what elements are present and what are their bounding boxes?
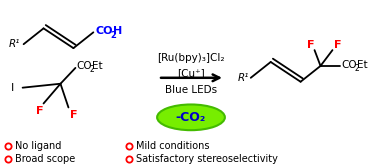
- Text: [Ru(bpy)₃]Cl₂: [Ru(bpy)₃]Cl₂: [157, 53, 225, 63]
- Text: Et: Et: [357, 60, 368, 70]
- Text: CO: CO: [95, 26, 113, 36]
- Text: Et: Et: [92, 61, 103, 71]
- Text: F: F: [70, 110, 78, 120]
- Text: F: F: [307, 40, 314, 50]
- Text: I: I: [11, 83, 14, 93]
- Text: Satisfactory stereoselectivity: Satisfactory stereoselectivity: [136, 154, 278, 164]
- Text: Mild conditions: Mild conditions: [136, 141, 209, 151]
- Text: -CO₂: -CO₂: [176, 111, 206, 124]
- Text: R¹: R¹: [238, 73, 249, 83]
- Text: 2: 2: [89, 65, 94, 74]
- Ellipse shape: [157, 104, 225, 130]
- Text: CO: CO: [76, 61, 92, 71]
- Text: F: F: [335, 40, 342, 50]
- Text: R¹: R¹: [9, 39, 20, 49]
- Text: H: H: [113, 26, 122, 36]
- Text: Broad scope: Broad scope: [15, 154, 76, 164]
- Text: CO: CO: [341, 60, 357, 70]
- Text: 2: 2: [110, 31, 116, 40]
- Text: Blue LEDs: Blue LEDs: [165, 85, 217, 95]
- Text: No ligand: No ligand: [15, 141, 62, 151]
- Text: 2: 2: [355, 64, 359, 73]
- Text: F: F: [36, 106, 43, 116]
- Text: [Cu⁺]: [Cu⁺]: [177, 68, 205, 78]
